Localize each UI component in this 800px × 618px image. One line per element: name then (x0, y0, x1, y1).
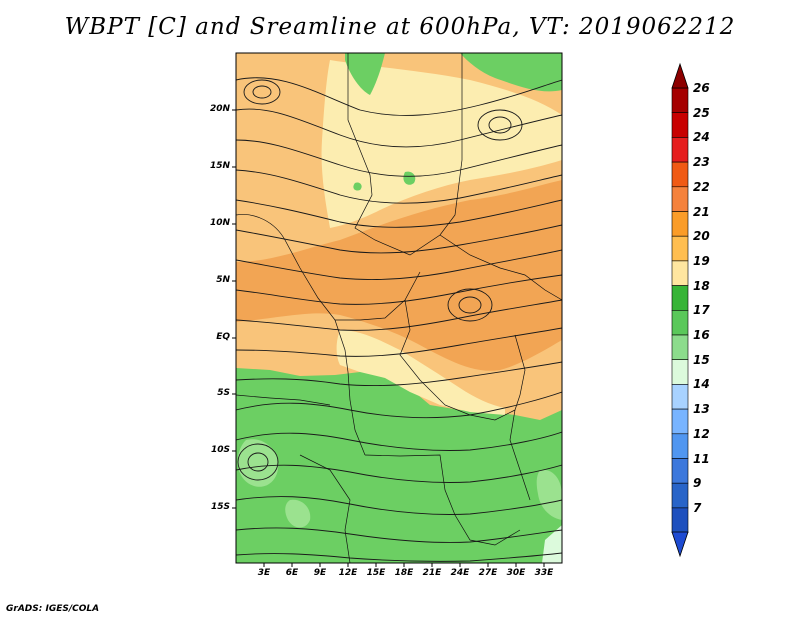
axis-ticks (232, 109, 545, 567)
colorbar-box (671, 458, 689, 484)
colorbar-box (671, 87, 689, 114)
colorbar-label: 25 (693, 105, 710, 120)
map-title: WBPT [C] and Sreamline at 600hPa, VT: 20… (64, 14, 736, 40)
lon-label-12e: 12E (338, 568, 358, 578)
colorbar-label: 21 (693, 204, 710, 219)
country-boundaries (236, 53, 562, 563)
colorbar-box (671, 112, 689, 138)
lon-label-6e: 6E (285, 568, 299, 578)
colorbar-bottom-arrow (671, 531, 689, 558)
colorbar-box (671, 235, 689, 262)
lon-label-33e: 33E (534, 568, 554, 578)
wbpt-field-yellow-south (336, 330, 505, 415)
lon-label-9e: 9E (313, 568, 327, 578)
colorbar-label: 7 (693, 500, 702, 515)
grads-credit: GrADS: IGES/COLA (6, 604, 100, 614)
colorbar-label: 15 (693, 352, 710, 367)
colorbar-box (671, 433, 689, 459)
lon-label-24e: 24E (450, 568, 470, 578)
colorbar-box (671, 408, 689, 435)
wbpt-green-patch-northeast (460, 53, 562, 92)
lat-label-15s: 15S (210, 502, 230, 512)
colorbar-label: 22 (693, 179, 710, 194)
colorbar-label: 17 (693, 303, 710, 318)
colorbar-label: 23 (693, 155, 710, 170)
lat-label-5n: 5N (216, 275, 230, 285)
colorbar-label: 19 (693, 253, 710, 268)
colorbar-box (671, 285, 689, 311)
colorbar-box (671, 507, 689, 533)
lat-label-10s: 10S (210, 445, 230, 455)
lat-label-eq: EQ (216, 332, 230, 342)
lon-label-21e: 21E (422, 568, 442, 578)
map-frame (235, 52, 563, 564)
colorbar-box (671, 186, 689, 212)
lon-label-3e: 3E (257, 568, 271, 578)
colorbar-label: 13 (693, 402, 710, 417)
colorbar-label: 16 (693, 328, 710, 342)
colorbar-label: 14 (693, 377, 710, 392)
colorbar-label: 18 (693, 278, 710, 293)
colorbar-box (671, 161, 689, 188)
colorbar-box (671, 309, 689, 336)
colorbar-label: 24 (693, 130, 710, 145)
colorbar-label: 26 (693, 81, 710, 95)
lat-label-15n: 15N (209, 161, 230, 171)
colorbar-top-arrow (671, 62, 689, 89)
lon-label-18e: 18E (394, 568, 414, 578)
colorbar-box (671, 260, 689, 286)
colorbar-box (671, 482, 689, 509)
streamlines (236, 77, 562, 562)
colorbar-box (671, 137, 689, 163)
lat-label-20n: 20N (209, 104, 230, 114)
colorbar-label: 11 (693, 451, 710, 466)
colorbar-box (671, 334, 689, 361)
colorbar-box (671, 211, 689, 237)
colorbar-label: 9 (693, 476, 702, 491)
colorbar-box (671, 359, 689, 385)
lat-label-5s: 5S (217, 388, 230, 398)
colorbar-label: 12 (693, 426, 710, 441)
lon-label-27e: 27E (478, 568, 498, 578)
wbpt-light-green-pocket (237, 439, 279, 487)
colorbar-box (671, 384, 689, 410)
lon-label-30e: 30E (506, 568, 526, 578)
wbpt-green-patch-north (345, 53, 385, 95)
lon-label-15e: 15E (366, 568, 386, 578)
wbpt-field-orange (236, 180, 562, 371)
lat-label-10n: 10N (209, 218, 230, 228)
colorbar-label: 20 (693, 229, 710, 244)
